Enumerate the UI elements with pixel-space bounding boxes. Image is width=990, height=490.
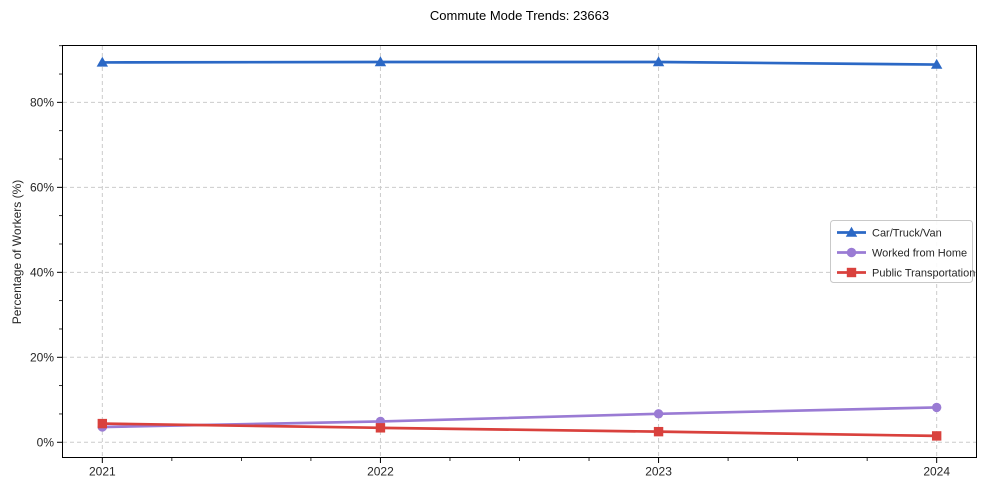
legend-box — [830, 220, 973, 283]
legend-item-worked-from-home: Worked from Home — [837, 248, 967, 260]
x-tick-label: 2021 — [89, 465, 116, 479]
x-axis: 2021 2022 2023 2024 — [89, 458, 950, 479]
circle-marker — [846, 247, 857, 258]
chart-title: Commute Mode Trends: 23663 — [429, 8, 610, 23]
legend-item-public-transportation: Public Transportation — [837, 268, 975, 280]
legend-label: Public Transportation — [872, 268, 975, 280]
square-marker — [97, 418, 108, 429]
legend-label: Worked from Home — [872, 248, 967, 260]
triangle-marker — [96, 56, 109, 67]
square-marker — [375, 423, 386, 433]
square-marker — [846, 267, 857, 278]
series-car-truck-van — [96, 56, 943, 69]
y-tick-label: 80% — [30, 95, 54, 109]
x-tick-label: 2022 — [367, 465, 394, 479]
triangle-marker — [930, 58, 943, 69]
x-tick-label: 2024 — [923, 465, 950, 479]
y-axis: 0% 20% 40% 60% 80% — [30, 45, 62, 449]
square-marker — [931, 431, 942, 441]
triangle-marker — [845, 226, 858, 237]
x-tick-label: 2023 — [645, 465, 672, 479]
triangle-marker — [652, 56, 665, 67]
legend-item-car-truck-van: Car/Truck/Van — [837, 226, 942, 240]
y-tick-label: 60% — [30, 180, 54, 194]
plot-border — [62, 45, 977, 458]
legend-label: Car/Truck/Van — [872, 228, 942, 240]
triangle-marker — [374, 56, 387, 67]
circle-marker — [653, 409, 664, 419]
legend: Car/Truck/Van Worked from Home Public Tran… — [830, 220, 975, 283]
square-marker — [653, 426, 664, 437]
y-tick-label: 20% — [30, 350, 54, 364]
circle-marker — [931, 402, 942, 413]
series-worked-from-home — [97, 402, 942, 432]
y-tick-label: 0% — [37, 435, 55, 449]
series-public-transportation — [97, 418, 942, 441]
y-tick-label: 40% — [30, 265, 54, 279]
